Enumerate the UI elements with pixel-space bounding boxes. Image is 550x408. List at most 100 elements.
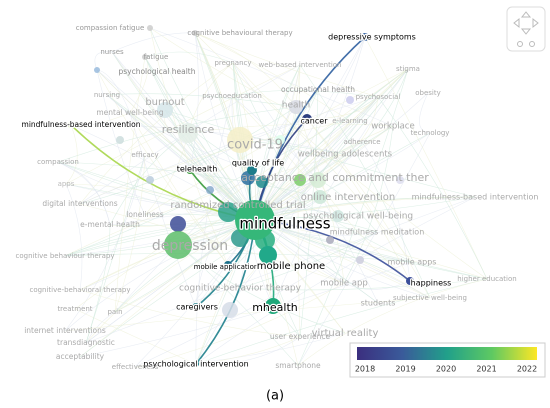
legend-gradient bbox=[357, 347, 537, 360]
node bbox=[346, 96, 354, 104]
background-edge bbox=[74, 308, 197, 365]
background-edge bbox=[64, 219, 256, 257]
node bbox=[186, 166, 194, 174]
background-edge bbox=[65, 183, 83, 291]
background-edge bbox=[254, 196, 476, 221]
background-edge bbox=[114, 154, 146, 313]
background-edge bbox=[272, 68, 409, 307]
navigation-control[interactable] bbox=[506, 6, 546, 52]
background-edge bbox=[134, 336, 301, 368]
node bbox=[206, 186, 214, 194]
background-edge bbox=[64, 297, 431, 332]
node-label: mindfulness bbox=[239, 215, 330, 233]
background-edge bbox=[299, 89, 319, 338]
background-edge bbox=[96, 69, 256, 221]
background-edge bbox=[65, 124, 78, 185]
background-edge bbox=[85, 219, 256, 344]
node-label: psychoeducation bbox=[202, 92, 262, 100]
node bbox=[310, 172, 326, 188]
nav-arrows[interactable] bbox=[513, 11, 539, 35]
background-edge bbox=[306, 118, 411, 282]
background-edge bbox=[64, 219, 256, 257]
background-edge bbox=[64, 219, 256, 257]
background-edge bbox=[317, 179, 411, 282]
highlight-edge bbox=[254, 219, 411, 282]
background-edge bbox=[232, 62, 379, 304]
node-label: occupational health bbox=[281, 85, 355, 94]
node-label: internet interventions bbox=[24, 326, 106, 335]
node bbox=[218, 202, 238, 222]
node bbox=[157, 102, 173, 118]
node-label: mental well-being bbox=[96, 108, 164, 117]
node-label: workplace bbox=[371, 122, 414, 132]
background-edge bbox=[106, 94, 256, 221]
background-edge bbox=[129, 112, 197, 308]
node-label: resilience bbox=[162, 123, 215, 136]
node-label: smartphone bbox=[275, 361, 321, 370]
nodes bbox=[68, 25, 414, 367]
node-label: cognitive-behavioral therapy bbox=[29, 286, 130, 294]
background-edge bbox=[144, 51, 234, 64]
background-edge bbox=[106, 94, 256, 221]
node bbox=[227, 127, 253, 153]
labels: compassion fatigue cognitive behavioural … bbox=[16, 24, 539, 371]
background-edge bbox=[194, 32, 488, 280]
background-edge bbox=[64, 153, 346, 257]
background-edge bbox=[96, 69, 146, 216]
background-edge bbox=[254, 125, 394, 221]
node-label: fatigue bbox=[144, 53, 169, 61]
node-label: health bbox=[282, 101, 311, 111]
node-label: virtual reality bbox=[312, 328, 379, 339]
background-edge bbox=[254, 219, 413, 263]
node-label: burnout bbox=[145, 97, 184, 108]
background-edge bbox=[114, 56, 146, 313]
background-edge bbox=[254, 68, 409, 221]
background-edge bbox=[254, 89, 319, 221]
background-edge bbox=[231, 90, 379, 98]
background-edge bbox=[232, 62, 413, 263]
node bbox=[396, 176, 404, 184]
background-edge bbox=[74, 68, 409, 310]
node-label: cognitive-behavior therapy bbox=[179, 284, 302, 294]
background-edge bbox=[231, 95, 339, 217]
zoom-out[interactable] bbox=[529, 41, 535, 47]
node-label: treatment bbox=[57, 305, 92, 313]
node-label: acceptability bbox=[56, 352, 105, 361]
background-edge bbox=[70, 124, 346, 155]
node-label: web-based intervention bbox=[259, 61, 342, 69]
node-label: obesity bbox=[415, 89, 441, 97]
node bbox=[406, 277, 414, 285]
node bbox=[326, 236, 334, 244]
background-edge bbox=[57, 161, 111, 226]
node-label: loneliness bbox=[126, 210, 163, 219]
background-edge bbox=[79, 62, 234, 205]
background-edge bbox=[195, 278, 488, 365]
background-edge bbox=[299, 64, 431, 299]
background-edge bbox=[85, 196, 476, 344]
background-edge bbox=[194, 32, 351, 122]
node-label: mobile app bbox=[320, 279, 368, 289]
node-label: psychological intervention bbox=[143, 360, 249, 369]
background-edge bbox=[79, 203, 345, 284]
node-label: apps bbox=[58, 180, 75, 188]
node bbox=[146, 176, 154, 184]
background-edge bbox=[134, 282, 345, 368]
node-label: psychological well-being bbox=[303, 212, 413, 222]
background-edge bbox=[254, 219, 431, 299]
node-label: higher education bbox=[457, 275, 516, 283]
node bbox=[259, 246, 277, 264]
node bbox=[356, 256, 364, 264]
node bbox=[289, 100, 303, 114]
node-label: acceptance and commitment ther bbox=[241, 171, 429, 184]
zoom-in[interactable] bbox=[517, 41, 523, 47]
node bbox=[147, 25, 153, 31]
background-edge bbox=[297, 68, 409, 367]
background-edge bbox=[79, 261, 413, 358]
background-edge bbox=[364, 36, 488, 280]
node-label: cancer bbox=[301, 117, 329, 126]
background-edge bbox=[194, 32, 256, 221]
background-edge bbox=[195, 95, 233, 365]
background-edge bbox=[149, 27, 229, 266]
node-label: stigma bbox=[396, 65, 420, 73]
legend-tick-label: 2018 bbox=[355, 365, 375, 374]
